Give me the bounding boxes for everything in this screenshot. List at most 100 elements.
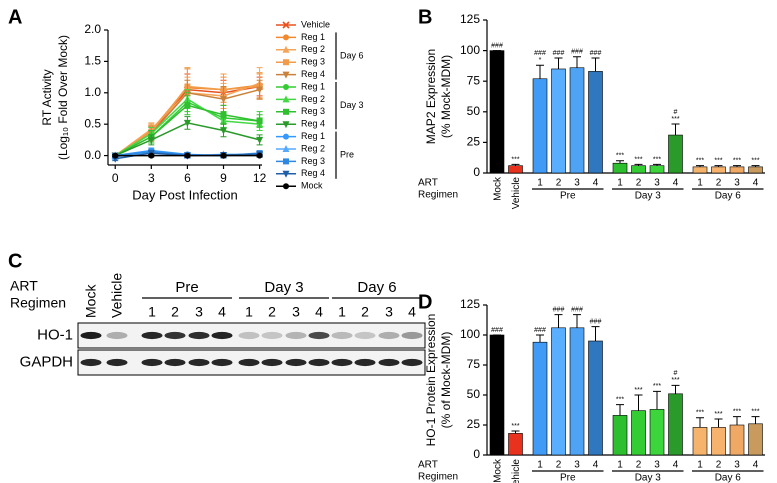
bar bbox=[551, 68, 566, 174]
legend-label: Reg 4 bbox=[301, 69, 325, 79]
lane-label: 4 bbox=[315, 304, 323, 320]
bar bbox=[569, 67, 585, 174]
blot-band bbox=[261, 331, 283, 340]
marker bbox=[220, 127, 227, 135]
lane-label: 1 bbox=[245, 304, 253, 320]
blot-band bbox=[331, 358, 353, 367]
significance-label: # bbox=[674, 109, 678, 116]
y-tick-label: 0 bbox=[473, 165, 480, 179]
error-bar bbox=[696, 165, 704, 167]
group-label: Day 3 bbox=[635, 191, 662, 202]
bar bbox=[612, 162, 628, 174]
marker bbox=[147, 136, 155, 144]
error-bar bbox=[554, 57, 563, 69]
significance-label: ### bbox=[491, 42, 503, 49]
marker bbox=[283, 158, 289, 165]
bar bbox=[729, 166, 745, 174]
bar bbox=[489, 334, 505, 456]
bar bbox=[649, 409, 665, 456]
x-tick-label: 1 bbox=[537, 460, 543, 471]
marker bbox=[282, 71, 290, 79]
x-tick-label: 3 bbox=[574, 460, 580, 471]
bar bbox=[532, 341, 548, 456]
blot-band bbox=[106, 358, 128, 367]
x-tick-label: 4 bbox=[753, 178, 759, 189]
significance-label: *** bbox=[696, 410, 704, 417]
blot-band bbox=[308, 331, 330, 340]
y-axis-label: HO-1 Protein Expression bbox=[424, 314, 438, 447]
x-tick-label: 3 bbox=[574, 178, 580, 189]
x-tick-label: 4 bbox=[593, 178, 599, 189]
group-label: Day 6 bbox=[715, 473, 742, 483]
error-bar bbox=[733, 165, 741, 167]
group-label: Day 6 bbox=[357, 279, 396, 296]
y-tick-label: 25 bbox=[467, 417, 481, 431]
significance-label: ### bbox=[491, 327, 503, 334]
x-axis-label: ART bbox=[418, 178, 438, 189]
marker bbox=[256, 118, 263, 125]
x-tick-label: 1 bbox=[617, 178, 623, 189]
marker bbox=[283, 34, 289, 41]
error-bar bbox=[573, 56, 581, 68]
x-axis-label: Regimen bbox=[418, 472, 458, 483]
x-tick-label: 1 bbox=[617, 460, 623, 471]
lane-label: 3 bbox=[195, 304, 203, 320]
y-tick-label: 0 bbox=[473, 447, 480, 461]
legend-label: Reg 3 bbox=[301, 156, 325, 166]
error-bar bbox=[733, 416, 741, 425]
significance-label: *** bbox=[714, 157, 722, 164]
blot-row-label: GAPDH bbox=[20, 353, 73, 370]
bar bbox=[692, 427, 708, 456]
error-bar bbox=[536, 334, 544, 343]
marker bbox=[282, 145, 290, 152]
blot-band bbox=[285, 331, 307, 340]
significance-label: *** bbox=[653, 383, 661, 390]
blot-band bbox=[354, 358, 376, 367]
marker bbox=[183, 119, 191, 127]
panel-label: C bbox=[8, 250, 22, 272]
error-bar bbox=[616, 404, 624, 416]
significance-label: * bbox=[539, 57, 542, 64]
y-axis-label: RT Activity bbox=[40, 69, 54, 125]
marker bbox=[282, 121, 290, 129]
significance-label: *** bbox=[733, 408, 741, 415]
legend-label: Reg 3 bbox=[301, 106, 325, 116]
y-tick-label: 100 bbox=[460, 327, 480, 341]
error-bar bbox=[714, 418, 723, 428]
blot-band bbox=[238, 331, 260, 340]
bar bbox=[532, 78, 548, 174]
y-tick-label: 1.5 bbox=[84, 54, 101, 68]
blot-band bbox=[80, 331, 102, 340]
bar bbox=[551, 327, 566, 456]
legend-label: Reg 1 bbox=[301, 32, 325, 42]
significance-label: *** bbox=[714, 411, 722, 418]
marker bbox=[220, 152, 227, 159]
error-bar bbox=[671, 123, 680, 136]
error-bar bbox=[714, 165, 723, 167]
x-tick-label: 3 bbox=[654, 460, 660, 471]
bar bbox=[489, 50, 505, 174]
significance-label: *** bbox=[751, 408, 759, 415]
legend-group-label: Day 3 bbox=[340, 100, 364, 110]
blot-band bbox=[141, 358, 163, 367]
marker bbox=[184, 152, 191, 159]
x-tick-label: 4 bbox=[673, 178, 679, 189]
marker bbox=[148, 152, 155, 159]
significance-label: *** bbox=[671, 116, 679, 123]
bar bbox=[508, 433, 523, 456]
lane-label: 2 bbox=[171, 304, 179, 320]
significance-label: ### bbox=[590, 318, 602, 325]
significance-label: *** bbox=[511, 423, 519, 430]
x-tick-label: 0 bbox=[112, 171, 119, 185]
y-tick-label: 125 bbox=[460, 12, 480, 26]
bar bbox=[631, 410, 646, 456]
group-label: Day 3 bbox=[635, 473, 662, 483]
error-bar bbox=[511, 163, 520, 166]
legend-label: Vehicle bbox=[301, 19, 330, 29]
legend-label: Reg 3 bbox=[301, 57, 325, 67]
blot-band bbox=[80, 358, 102, 367]
marker bbox=[282, 21, 290, 29]
blot-band bbox=[188, 358, 210, 367]
bar bbox=[612, 415, 628, 456]
